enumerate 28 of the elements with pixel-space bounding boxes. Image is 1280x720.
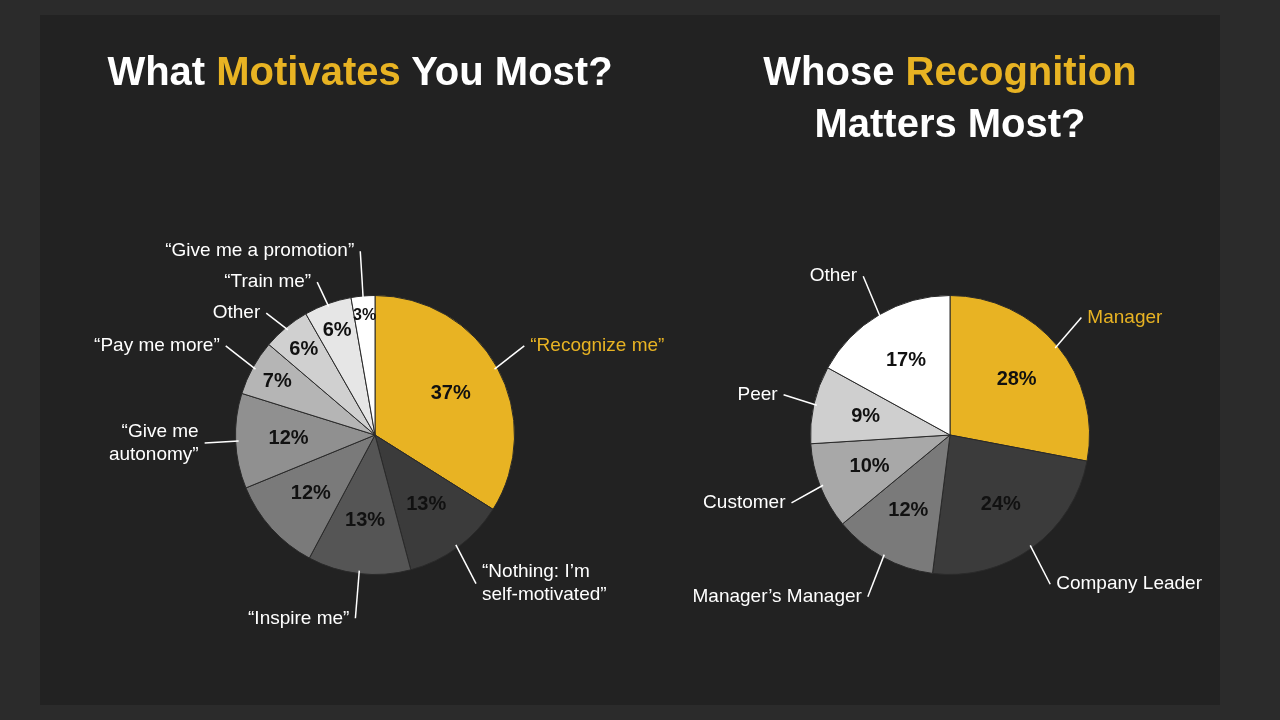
slice-label: “Nothing: I’m self-motivated” bbox=[482, 560, 607, 605]
slice-label: “Recognize me” bbox=[530, 334, 665, 356]
slice-label: Customer bbox=[703, 491, 787, 513]
slice-label: “Give me autonomy” bbox=[108, 419, 199, 464]
data-label: 17% bbox=[885, 348, 927, 371]
data-label: 37% bbox=[430, 380, 471, 403]
data-label: 6% bbox=[322, 317, 352, 340]
data-label: 12% bbox=[268, 426, 309, 449]
data-label: 6% bbox=[289, 336, 319, 359]
slice-label: “Pay me more” bbox=[94, 334, 220, 356]
data-label: 9% bbox=[851, 403, 881, 426]
data-label: 12% bbox=[290, 480, 332, 503]
slice-label: Other bbox=[212, 301, 261, 323]
slice-label: Peer bbox=[737, 382, 779, 404]
data-label: 13% bbox=[345, 508, 386, 531]
data-label: 28% bbox=[996, 367, 1037, 390]
slice-label: “Train me” bbox=[224, 270, 312, 292]
slice-label: “Give me a promotion” bbox=[165, 239, 355, 261]
data-label: 12% bbox=[888, 498, 929, 521]
chart-title: What Motivates You Most? bbox=[107, 49, 613, 93]
chart-title: Whose Recognition Matters Most? bbox=[763, 49, 1137, 145]
slice-label: Manager bbox=[1087, 305, 1164, 327]
data-label: 10% bbox=[849, 454, 890, 477]
data-label: 7% bbox=[262, 368, 292, 391]
slice-label: Company Leader bbox=[1056, 572, 1203, 594]
slice-label: Other bbox=[809, 264, 858, 286]
slice-label: Manager’s Manager bbox=[692, 584, 863, 606]
slice-label: “Inspire me” bbox=[248, 606, 350, 628]
